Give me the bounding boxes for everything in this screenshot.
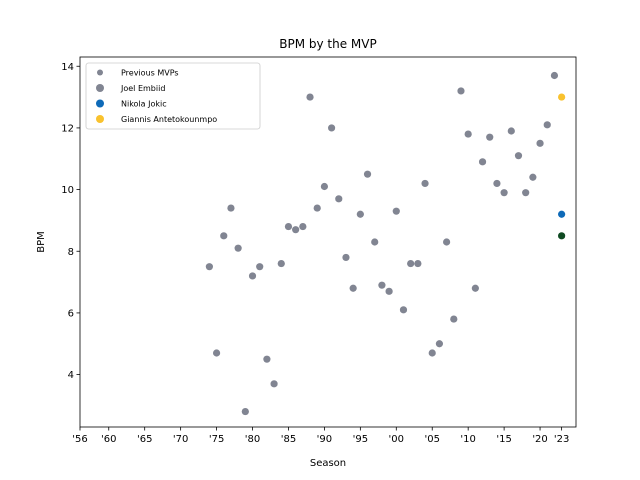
x-tick-label: '23 <box>554 434 569 445</box>
data-point-previous-mvp <box>234 244 242 252</box>
data-point-previous-mvp <box>335 195 343 203</box>
legend-marker <box>96 99 104 108</box>
x-tick-label: '20 <box>532 434 547 445</box>
data-point-previous-mvp <box>212 349 221 357</box>
data-point-previous-mvp <box>478 158 487 166</box>
legend-label: Nikola Jokic <box>121 100 167 109</box>
data-point-previous-mvp <box>320 182 329 191</box>
x-tick-label: '75 <box>209 434 224 445</box>
data-point-previous-mvp <box>529 173 537 181</box>
data-point-previous-mvp <box>342 253 350 262</box>
x-tick-label: '15 <box>496 434 511 445</box>
x-tick-label: '65 <box>137 434 152 445</box>
data-point-previous-mvp <box>543 121 551 129</box>
data-point-previous-mvp <box>263 355 271 363</box>
data-point-previous-mvp <box>392 207 400 215</box>
data-point-previous-mvp <box>378 281 386 289</box>
x-tick-label: '80 <box>245 434 260 445</box>
y-axis-label: BPM <box>36 231 47 253</box>
data-point-previous-mvp <box>270 380 278 388</box>
x-axis-label: Season <box>310 458 346 469</box>
data-point-previous-mvp <box>399 306 408 314</box>
x-tick-label: '70 <box>173 434 188 445</box>
y-tick-label: 6 <box>68 308 74 319</box>
data-point-previous-mvp <box>428 349 436 357</box>
data-point-previous-mvp <box>284 222 293 231</box>
x-tick-label: '60 <box>101 434 116 445</box>
plot-points <box>205 71 566 416</box>
data-point-previous-mvp <box>407 259 415 268</box>
data-point-previous-mvp <box>507 127 515 135</box>
x-tick-label: '10 <box>460 434 475 445</box>
data-point-previous-mvp <box>464 130 472 138</box>
data-point-previous-mvp <box>327 124 336 132</box>
data-point-previous-mvp <box>486 133 494 141</box>
data-point-previous-mvp <box>363 170 372 178</box>
data-point-previous-mvp <box>356 210 364 218</box>
data-point-previous-mvp <box>256 263 264 271</box>
y-tick-label: 4 <box>68 370 74 381</box>
legend-label: Giannis Antetokounmpo <box>121 115 217 124</box>
data-point-previous-mvp <box>306 93 314 101</box>
data-point-previous-mvp <box>299 222 307 231</box>
data-point-previous-mvp <box>385 287 393 295</box>
data-point-previous-mvp <box>514 152 523 160</box>
data-point-previous-mvp <box>313 204 321 212</box>
y-tick-label: 10 <box>61 185 74 196</box>
data-point-previous-mvp <box>227 204 235 212</box>
data-point-previous-mvp <box>248 272 257 280</box>
data-point-previous-mvp <box>205 263 213 271</box>
data-point-previous-mvp <box>493 179 501 188</box>
x-axis-ticks: '56 '60 '65 '70 '75 '80 '85 '90 '95 '00 '05 '10 '15 '… <box>72 427 569 445</box>
y-axis-ticks: 4 6 8 10 12 14 <box>61 62 80 381</box>
x-tick-label: '00 <box>389 434 404 445</box>
data-point-previous-mvp <box>435 340 444 348</box>
y-tick-label: 14 <box>61 62 74 73</box>
legend-label: Previous MVPs <box>121 69 179 78</box>
data-point-previous-mvp <box>414 259 422 268</box>
data-point-previous-mvp <box>471 284 479 292</box>
plot-frame <box>79 56 577 428</box>
legend: Previous MVPs Joel Embiid Nikola Jokic Gian… <box>85 62 261 130</box>
x-tick-label: '05 <box>424 434 439 445</box>
legend-marker <box>96 115 104 123</box>
data-point-previous-mvp <box>450 315 458 323</box>
legend-marker <box>96 84 104 92</box>
data-point-nikola-jokic <box>558 210 566 218</box>
y-tick-label: 12 <box>61 123 74 134</box>
data-point-previous-mvp <box>292 226 300 234</box>
data-point-giannis-antetokounmpo <box>558 93 566 101</box>
x-tick-label: '85 <box>281 434 296 445</box>
data-point-previous-mvp <box>421 179 429 188</box>
x-tick-label: '95 <box>353 434 368 445</box>
legend-marker <box>97 69 103 76</box>
data-point-previous-mvp <box>536 139 544 147</box>
data-point-previous-mvp <box>349 284 357 292</box>
y-tick-label: 8 <box>68 247 74 258</box>
data-point-previous-mvp <box>277 259 285 268</box>
data-point-previous-mvp <box>550 71 559 80</box>
x-tick-label: '56 <box>72 434 87 445</box>
legend-label: Joel Embiid <box>120 84 165 93</box>
data-point-previous-mvp <box>371 238 379 246</box>
data-point-previous-mvp <box>457 87 465 95</box>
data-point-joel-embiid <box>558 232 566 240</box>
data-point-previous-mvp <box>443 238 451 246</box>
chart-title: BPM by the MVP <box>279 37 376 51</box>
data-point-previous-mvp <box>522 189 530 197</box>
data-point-previous-mvp <box>241 407 249 416</box>
data-point-previous-mvp <box>500 189 508 197</box>
data-point-previous-mvp <box>220 232 228 240</box>
x-tick-label: '90 <box>317 434 332 445</box>
legend-box <box>85 62 261 130</box>
